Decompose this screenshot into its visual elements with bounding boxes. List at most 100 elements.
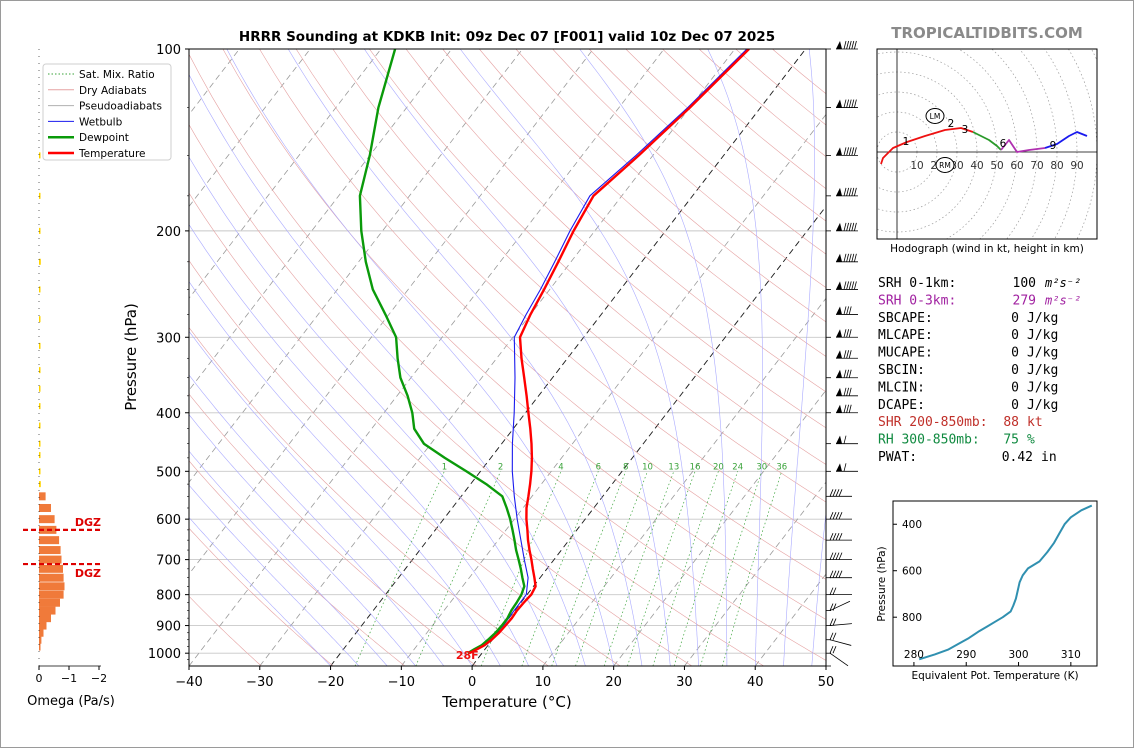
theta-e-line: [918, 504, 1093, 661]
mixing-ratio-label: 8: [623, 462, 628, 472]
barb-feather: [835, 533, 840, 541]
theta-e-x-tick-label: 290: [956, 649, 976, 661]
moist-adiabat: [189, 73, 586, 666]
omega-bar: [39, 152, 41, 159]
wind-barb: [829, 618, 852, 626]
barb-feather: [848, 387, 852, 396]
barb-shaft: [829, 623, 852, 626]
barb-feather: [829, 552, 834, 560]
dry-adiabat: [442, 49, 826, 393]
x-tick-label: −40: [175, 675, 202, 690]
wind-barb: [836, 387, 858, 397]
barb-feather: [843, 187, 847, 196]
omega-bar: [39, 403, 41, 410]
mixing-ratio-label: 2: [498, 462, 503, 472]
barb-feather: [848, 187, 852, 196]
skewt-panel: 1 2 4 6 8 10 13 16 20 24 30 36 −40 −30 −20 −10 0 10 20 30 4…: [122, 43, 835, 711]
barb-feather: [851, 253, 855, 262]
moist-adiabat: [189, 281, 501, 666]
storm-motion-marker: [935, 157, 955, 173]
barb-feather: [851, 187, 855, 196]
wind-barb: [836, 99, 858, 108]
storm-motion-label: RM: [939, 161, 951, 170]
wind-barb: [836, 40, 858, 50]
moist-adiabat: [189, 330, 473, 666]
index-label: MLCAPE:: [878, 328, 933, 343]
wind-barb: [836, 463, 858, 472]
wind-barb: [836, 369, 858, 379]
omega-bar: [39, 258, 41, 265]
barb-feather: [848, 222, 852, 231]
dry-adiabat: [189, 123, 764, 666]
index-value: 0: [1011, 346, 1019, 361]
mixing-ratio-label: 24: [732, 462, 743, 472]
dry-adiabat: [189, 192, 693, 666]
dry-adiabat: [332, 49, 826, 503]
index-label: SRH 0-3km:: [878, 293, 956, 308]
series-wetbulb: [468, 49, 748, 654]
barb-feather: [843, 404, 847, 413]
y-tick-label: 800: [156, 589, 181, 604]
index-unit: J/kg: [1027, 398, 1058, 413]
barb-shaft: [829, 652, 849, 667]
hodograph-ring-label: 60: [1010, 160, 1023, 172]
barb-feather: [851, 281, 855, 290]
barb-feather: [829, 533, 834, 541]
moist-adiabat: [287, 49, 643, 666]
index-row: RH 300-850mb: 75%: [878, 433, 1035, 448]
hodograph-ring-label: 50: [990, 160, 1003, 172]
wind-barb: [829, 570, 852, 579]
barb-pennant: [836, 253, 842, 262]
wind-barb: [836, 329, 858, 338]
index-row: DCAPE: 0 J/kg: [878, 398, 1058, 413]
index-row: MUCAPE: 0 J/kg: [878, 346, 1058, 361]
series-dewpoint: [358, 49, 526, 655]
moist-adiabat: [226, 49, 614, 666]
index-value: 88: [1003, 415, 1019, 430]
legend-label: Wetbulb: [79, 116, 123, 128]
barb-feather: [843, 435, 847, 444]
theta-e-ylabel: Pressure (hPa): [876, 546, 888, 621]
barb-feather: [843, 369, 847, 378]
index-row: SBCIN: 0 J/kg: [878, 363, 1058, 378]
index-value: 0: [1011, 380, 1019, 395]
barb-feather: [829, 632, 834, 640]
mixing-ratio-line: [652, 471, 719, 666]
moist-adiabat: [579, 49, 728, 666]
index-value: 0: [1011, 311, 1019, 326]
wind-barb: [829, 489, 852, 497]
omega-bar: [39, 440, 41, 447]
index-label: SRH 0-1km:: [878, 276, 956, 291]
barb-pennant: [836, 463, 842, 472]
barb-feather: [846, 329, 849, 338]
barb-feather: [835, 489, 840, 497]
storm-motion-label: LM: [930, 112, 941, 121]
legend-box: [42, 63, 172, 161]
skewt-ylabel: Pressure (hPa): [122, 303, 140, 411]
moist-adiabat: [189, 156, 558, 666]
index-row: PWAT: 0.42 in: [878, 450, 1057, 465]
barb-feather: [843, 306, 847, 315]
moist-adiabat: [189, 414, 416, 666]
wind-barbs: [829, 40, 858, 667]
barb-feather: [851, 40, 855, 50]
y-tick-label: 600: [156, 513, 181, 528]
wind-barb: [829, 533, 852, 541]
barb-pennant: [836, 387, 842, 396]
barb-feather: [843, 253, 847, 262]
hodograph-ring-label: 90: [1070, 160, 1083, 172]
y-tick-label: 400: [156, 407, 181, 422]
chart-title: HRRR Sounding at KDKB Init: 09z Dec 07 […: [239, 29, 775, 45]
barb-feather: [848, 350, 852, 359]
x-tick-label: 50: [818, 675, 835, 690]
omega-bar: [39, 536, 60, 545]
index-label: MLCIN:: [878, 380, 925, 395]
barb-feather: [846, 350, 849, 359]
index-value: 0: [1011, 363, 1019, 378]
mixing-ratio-line: [354, 471, 445, 666]
legend-label: Pseudoadiabats: [79, 101, 162, 113]
omega-bar: [39, 492, 46, 501]
index-unit: m²s⁻²: [1044, 276, 1081, 290]
omega-panel: 0 −1 −2 DGZ DGZ Omega (Pa/s): [23, 49, 115, 709]
omega-bar: [39, 468, 41, 475]
